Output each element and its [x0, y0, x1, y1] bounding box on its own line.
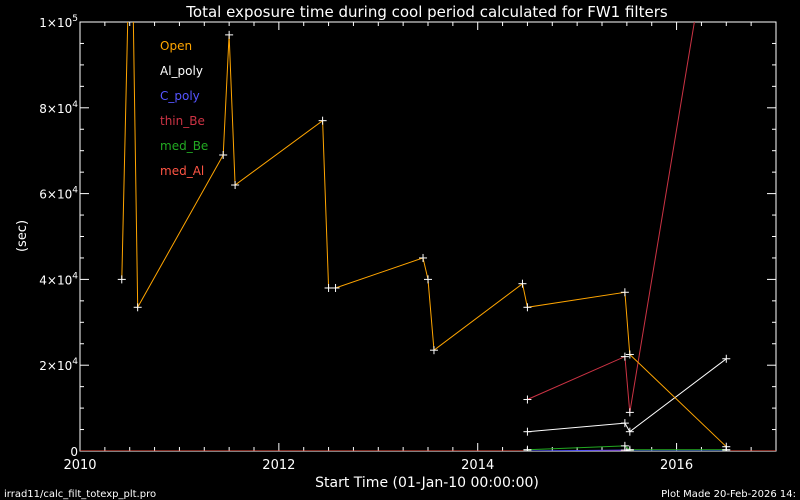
y-tick-label: 4×104: [39, 271, 78, 287]
data-point: [331, 283, 340, 292]
plot-frame: [79, 21, 777, 452]
data-point: [523, 303, 532, 312]
data-point: [722, 442, 731, 451]
legend-entry-al-poly: Al_poly: [160, 64, 203, 78]
data-point: [620, 419, 629, 428]
legend-entry-med-al: med_Al: [160, 164, 204, 178]
legend-entry-c-poly: C_poly: [160, 89, 200, 103]
y-axis-label: (sec): [15, 220, 30, 252]
y-tick-label: 2×104: [39, 357, 78, 373]
series-line: [527, 445, 727, 451]
y-tick-label: 8×104: [39, 100, 78, 116]
legend-entry-med-be: med_Be: [160, 139, 208, 153]
series-med-be: [523, 441, 731, 451]
series-thin-be: [523, 5, 700, 417]
data-point: [419, 253, 428, 262]
footer-left: irrad11/calc_filt_totexp_plt.pro: [4, 489, 156, 500]
y-tick-label: 0: [70, 445, 78, 459]
legend-entry-open: Open: [160, 39, 192, 53]
x-tick-label: 2010: [63, 458, 96, 473]
series-al-poly: [523, 354, 731, 436]
data-point: [692, 5, 700, 13]
data-point: [523, 427, 532, 436]
data-point: [625, 350, 634, 359]
legend-entry-thin-be: thin_Be: [160, 114, 205, 128]
series-line: [527, 22, 695, 413]
chart-title: Total exposure time during cool period c…: [185, 3, 668, 21]
data-point: [523, 447, 532, 451]
x-tick-label: 2016: [660, 458, 693, 473]
series-open: [117, 22, 731, 451]
data-point: [324, 283, 333, 292]
y-tick-label: 1×105: [39, 14, 78, 30]
data-point: [117, 275, 126, 284]
data-point: [429, 346, 438, 355]
data-point: [620, 288, 629, 297]
data-point: [523, 395, 532, 404]
data-point: [620, 446, 629, 451]
data-point: [625, 447, 634, 451]
data-point: [620, 352, 629, 361]
data-point: [133, 303, 142, 312]
x-tick-label: 2012: [262, 458, 295, 473]
data-point: [219, 150, 228, 159]
data-point: [231, 181, 240, 190]
data-point: [625, 427, 634, 436]
x-tick-label: 2014: [461, 458, 494, 473]
footer-right: Plot Made 20-Feb-2026 14:: [661, 489, 796, 500]
data-point: [625, 408, 634, 417]
data-point: [225, 30, 234, 39]
y-tick-label: 6×104: [39, 186, 78, 202]
data-point: [424, 275, 432, 284]
data-point: [518, 279, 527, 288]
data-point: [722, 354, 731, 363]
series-line: [527, 358, 727, 433]
data-point: [318, 116, 327, 125]
x-axis-label: Start Time (01-Jan-10 00:00:00): [315, 475, 539, 491]
